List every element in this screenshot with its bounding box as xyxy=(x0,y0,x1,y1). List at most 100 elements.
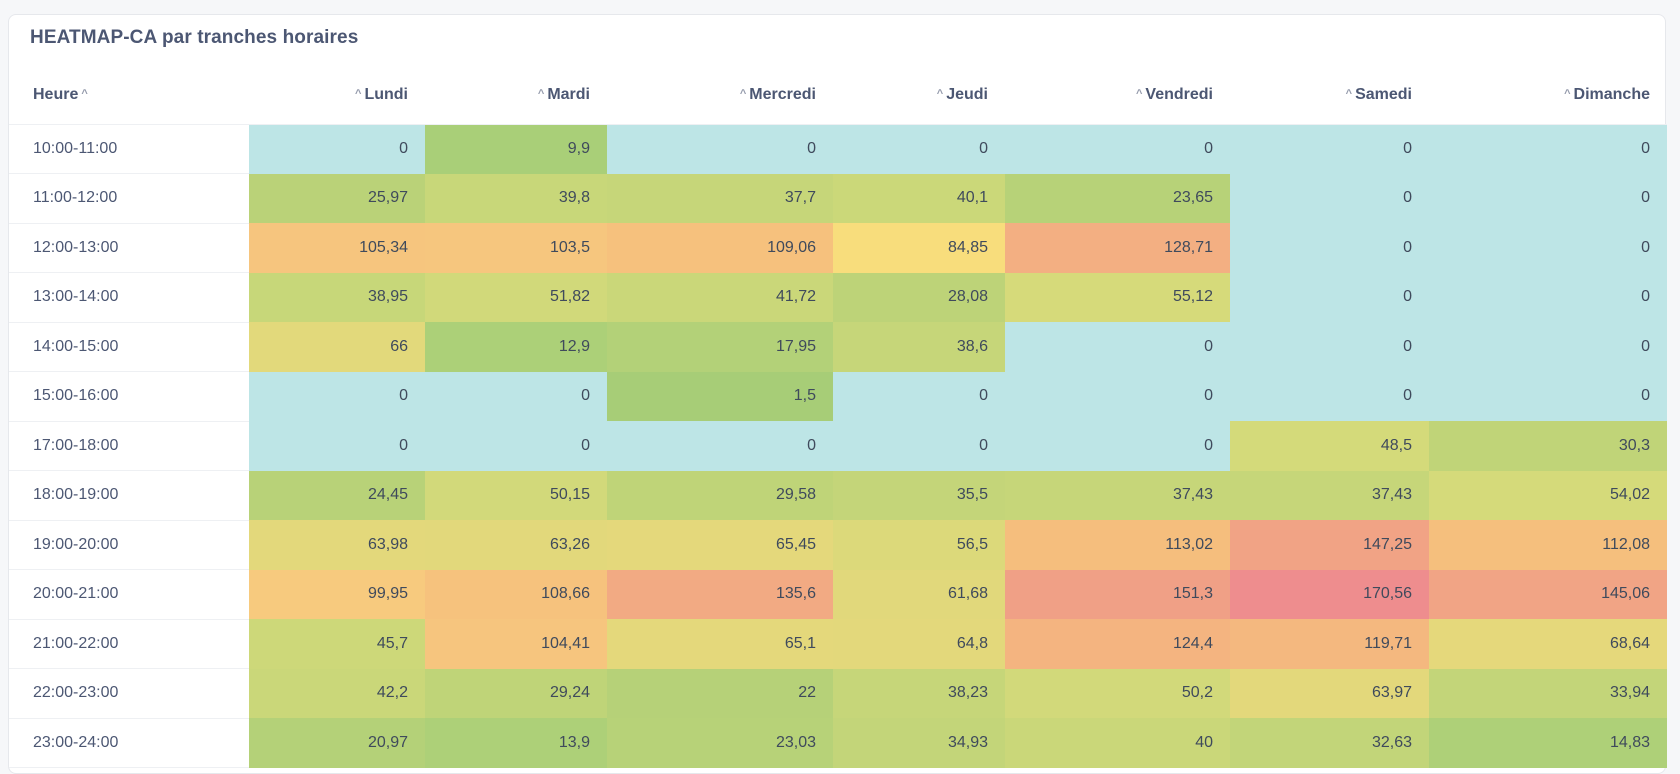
heatmap-cell[interactable]: 37,43 xyxy=(1230,470,1429,520)
heatmap-cell[interactable]: 29,24 xyxy=(425,668,607,718)
heatmap-cell[interactable]: 0 xyxy=(425,421,607,471)
sort-arrow-icon[interactable]: ^ xyxy=(739,88,747,101)
heatmap-cell[interactable]: 63,98 xyxy=(249,520,425,570)
heatmap-cell[interactable]: 0 xyxy=(1005,322,1230,372)
heatmap-cell[interactable]: 0 xyxy=(1230,371,1429,421)
heatmap-cell[interactable]: 68,64 xyxy=(1429,619,1667,669)
hour-cell[interactable]: 15:00-16:00 xyxy=(9,371,249,422)
column-header-samedi[interactable]: ^ Samedi xyxy=(1230,67,1429,125)
heatmap-cell[interactable]: 113,02 xyxy=(1005,520,1230,570)
heatmap-cell[interactable]: 34,93 xyxy=(833,718,1005,768)
heatmap-cell[interactable]: 13,9 xyxy=(425,718,607,768)
heatmap-cell[interactable]: 84,85 xyxy=(833,223,1005,273)
heatmap-cell[interactable]: 0 xyxy=(1230,322,1429,372)
card-title[interactable]: HEATMAP-CA par tranches horaires xyxy=(30,27,359,48)
heatmap-cell[interactable]: 151,3 xyxy=(1005,569,1230,619)
heatmap-cell[interactable]: 50,2 xyxy=(1005,668,1230,718)
heatmap-cell[interactable]: 41,72 xyxy=(607,272,833,322)
heatmap-cell[interactable]: 22 xyxy=(607,668,833,718)
hour-cell[interactable]: 19:00-20:00 xyxy=(9,520,249,570)
heatmap-cell[interactable]: 0 xyxy=(1429,272,1667,322)
heatmap-cell[interactable]: 0 xyxy=(1429,173,1667,223)
heatmap-cell[interactable]: 40 xyxy=(1005,718,1230,768)
heatmap-cell[interactable]: 0 xyxy=(1429,322,1667,372)
heatmap-cell[interactable]: 0 xyxy=(249,371,425,421)
heatmap-cell[interactable]: 9,9 xyxy=(425,124,607,174)
heatmap-cell[interactable]: 0 xyxy=(1429,371,1667,421)
heatmap-cell[interactable]: 0 xyxy=(1429,124,1667,174)
heatmap-cell[interactable]: 0 xyxy=(833,371,1005,421)
heatmap-cell[interactable]: 0 xyxy=(1230,173,1429,223)
heatmap-cell[interactable]: 0 xyxy=(249,421,425,471)
heatmap-cell[interactable]: 112,08 xyxy=(1429,520,1667,570)
heatmap-cell[interactable]: 48,5 xyxy=(1230,421,1429,471)
hour-cell[interactable]: 11:00-12:00 xyxy=(9,173,249,224)
hour-cell[interactable]: 17:00-18:00 xyxy=(9,421,249,471)
heatmap-cell[interactable]: 0 xyxy=(1005,124,1230,174)
heatmap-cell[interactable]: 1,5 xyxy=(607,371,833,421)
hour-cell[interactable]: 21:00-22:00 xyxy=(9,619,249,669)
column-header-heure[interactable]: Heure ^ xyxy=(9,67,249,125)
heatmap-cell[interactable]: 51,82 xyxy=(425,272,607,322)
heatmap-cell[interactable]: 38,23 xyxy=(833,668,1005,718)
heatmap-cell[interactable]: 14,83 xyxy=(1429,718,1667,768)
heatmap-cell[interactable]: 124,4 xyxy=(1005,619,1230,669)
column-header-jeudi[interactable]: ^ Jeudi xyxy=(833,67,1005,125)
heatmap-cell[interactable]: 38,95 xyxy=(249,272,425,322)
heatmap-cell[interactable]: 23,03 xyxy=(607,718,833,768)
heatmap-cell[interactable]: 56,5 xyxy=(833,520,1005,570)
hour-cell[interactable]: 14:00-15:00 xyxy=(9,322,249,372)
heatmap-cell[interactable]: 145,06 xyxy=(1429,569,1667,619)
heatmap-cell[interactable]: 0 xyxy=(607,421,833,471)
heatmap-cell[interactable]: 66 xyxy=(249,322,425,372)
heatmap-cell[interactable]: 61,68 xyxy=(833,569,1005,619)
heatmap-cell[interactable]: 0 xyxy=(1005,371,1230,421)
heatmap-cell[interactable]: 33,94 xyxy=(1429,668,1667,718)
heatmap-cell[interactable]: 35,5 xyxy=(833,470,1005,520)
heatmap-cell[interactable]: 37,43 xyxy=(1005,470,1230,520)
column-header-mardi[interactable]: ^ Mardi xyxy=(425,67,607,125)
column-header-vendredi[interactable]: ^ Vendredi xyxy=(1005,67,1230,125)
heatmap-cell[interactable]: 28,08 xyxy=(833,272,1005,322)
heatmap-cell[interactable]: 103,5 xyxy=(425,223,607,273)
sort-arrow-icon[interactable]: ^ xyxy=(355,88,362,101)
sort-arrow-icon[interactable]: ^ xyxy=(537,88,545,101)
heatmap-cell[interactable]: 17,95 xyxy=(607,322,833,372)
heatmap-cell[interactable]: 0 xyxy=(833,421,1005,471)
hour-cell[interactable]: 23:00-24:00 xyxy=(9,718,249,768)
heatmap-cell[interactable]: 29,58 xyxy=(607,470,833,520)
sort-arrow-icon[interactable]: ^ xyxy=(81,88,88,101)
heatmap-cell[interactable]: 30,3 xyxy=(1429,421,1667,471)
heatmap-cell[interactable]: 0 xyxy=(249,124,425,174)
sort-arrow-icon[interactable]: ^ xyxy=(1135,88,1143,101)
column-header-dimanche[interactable]: ^ Dimanche xyxy=(1429,67,1667,125)
heatmap-cell[interactable]: 0 xyxy=(1230,223,1429,273)
heatmap-cell[interactable]: 40,1 xyxy=(833,173,1005,223)
sort-arrow-icon[interactable]: ^ xyxy=(1564,88,1571,101)
heatmap-cell[interactable]: 170,56 xyxy=(1230,569,1429,619)
heatmap-cell[interactable]: 63,26 xyxy=(425,520,607,570)
heatmap-cell[interactable]: 20,97 xyxy=(249,718,425,768)
heatmap-cell[interactable]: 23,65 xyxy=(1005,173,1230,223)
heatmap-cell[interactable]: 64,8 xyxy=(833,619,1005,669)
heatmap-cell[interactable]: 65,45 xyxy=(607,520,833,570)
heatmap-cell[interactable]: 0 xyxy=(1230,272,1429,322)
heatmap-cell[interactable]: 105,34 xyxy=(249,223,425,273)
heatmap-cell[interactable]: 42,2 xyxy=(249,668,425,718)
heatmap-cell[interactable]: 108,66 xyxy=(425,569,607,619)
sort-arrow-icon[interactable]: ^ xyxy=(1345,88,1353,101)
heatmap-cell[interactable]: 63,97 xyxy=(1230,668,1429,718)
heatmap-cell[interactable]: 0 xyxy=(607,124,833,174)
hour-cell[interactable]: 22:00-23:00 xyxy=(9,668,249,719)
heatmap-cell[interactable]: 99,95 xyxy=(249,569,425,619)
heatmap-cell[interactable]: 0 xyxy=(833,124,1005,174)
heatmap-cell[interactable]: 25,97 xyxy=(249,173,425,223)
hour-cell[interactable]: 18:00-19:00 xyxy=(9,470,249,521)
heatmap-cell[interactable]: 104,41 xyxy=(425,619,607,669)
heatmap-cell[interactable]: 32,63 xyxy=(1230,718,1429,768)
heatmap-cell[interactable]: 45,7 xyxy=(249,619,425,669)
heatmap-cell[interactable]: 37,7 xyxy=(607,173,833,223)
heatmap-cell[interactable]: 0 xyxy=(1005,421,1230,471)
heatmap-cell[interactable]: 119,71 xyxy=(1230,619,1429,669)
hour-cell[interactable]: 13:00-14:00 xyxy=(9,272,249,323)
